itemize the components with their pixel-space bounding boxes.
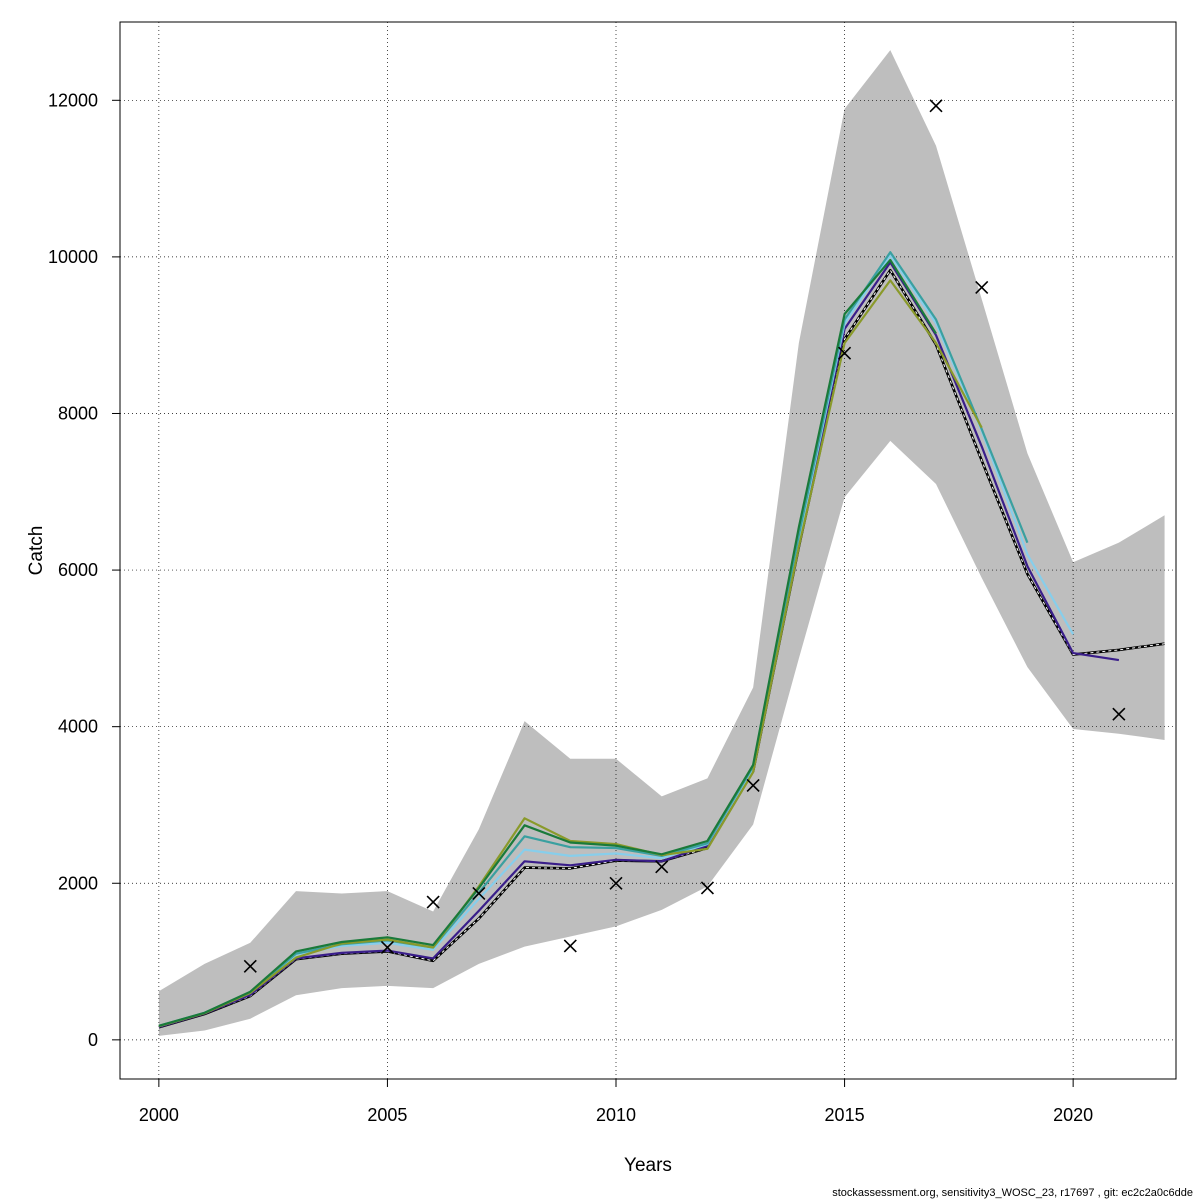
- observed-point-stroke: [975, 280, 989, 294]
- y-tick-label: 2000: [58, 873, 98, 893]
- x-tick-label: 2000: [139, 1105, 179, 1125]
- x-tick-label: 2005: [367, 1105, 407, 1125]
- series-line-1: [158, 261, 1120, 1028]
- observed-point: [746, 778, 760, 792]
- observed-point-stroke: [472, 886, 486, 901]
- series-layer: [158, 251, 1165, 1029]
- observed-point-stroke: [746, 778, 760, 792]
- observed-point-stroke: [563, 939, 577, 953]
- observed-point-stroke: [1112, 707, 1126, 721]
- axes-layer: 2000 2005 2010 2015 2020 0 2000 4000 6000 8000 100…: [48, 90, 1093, 1125]
- series-line-4: [158, 279, 983, 1028]
- observed-point-stroke: [243, 959, 257, 973]
- observed-point-stroke: [929, 99, 943, 113]
- y-tick-label: 4000: [58, 717, 98, 737]
- observed-point-stroke: [426, 895, 440, 909]
- footer-credit: stockassessment.org, sensitivity3_WOSC_2…: [832, 1187, 1193, 1199]
- plot-frame: [119, 21, 1177, 1080]
- observed-point: [1112, 707, 1126, 721]
- x-tick-label: 2015: [825, 1105, 865, 1125]
- observed-point: [975, 280, 989, 294]
- y-tick-label: 0: [88, 1030, 98, 1050]
- observed-point: [243, 959, 257, 973]
- observed-point: [929, 99, 943, 113]
- x-axis-title: Years: [624, 1155, 672, 1176]
- observed-point: [700, 881, 714, 895]
- y-tick-label: 12000: [48, 90, 98, 110]
- observed-point: [563, 939, 577, 953]
- series-line-5: [158, 258, 937, 1027]
- y-tick-label: 6000: [58, 560, 98, 580]
- y-axis-title: Catch: [26, 526, 47, 576]
- observed-point-stroke: [380, 940, 394, 955]
- y-tick-label: 10000: [48, 247, 98, 267]
- observed-point: [380, 940, 394, 955]
- observed-point-stroke: [838, 346, 852, 360]
- series-line-3: [158, 251, 1029, 1027]
- x-tick-label: 2020: [1053, 1105, 1093, 1125]
- observed-point: [426, 895, 440, 909]
- observed-point: [609, 876, 623, 890]
- observed-point-stroke: [655, 860, 669, 874]
- grid-layer: [120, 22, 1176, 1079]
- y-tick-label: 8000: [58, 403, 98, 423]
- observed-point-stroke: [700, 881, 714, 895]
- observed-points-layer: [243, 99, 1126, 973]
- observed-point: [655, 860, 669, 874]
- observed-point: [838, 346, 852, 360]
- observed-point-stroke: [609, 876, 623, 890]
- x-tick-label: 2010: [596, 1105, 636, 1125]
- observed-point: [472, 886, 486, 901]
